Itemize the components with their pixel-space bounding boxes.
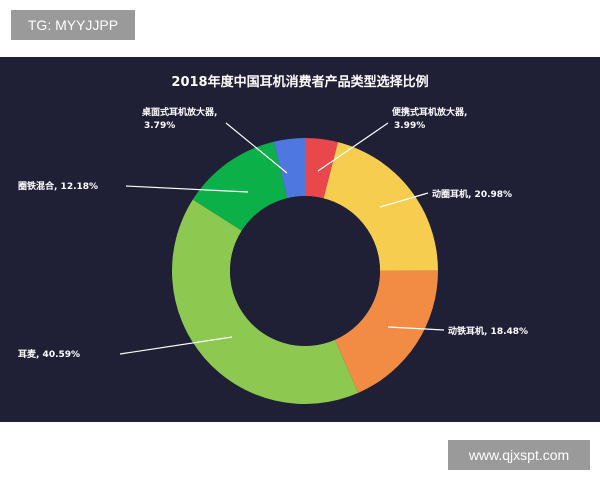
slice-value-5: 3.79% <box>144 121 175 131</box>
leader-line-5 <box>225 122 288 174</box>
channel-tag: TG: MYYJJPP <box>11 10 135 40</box>
slice-5 <box>273 138 305 199</box>
slice-label-1: 动圈耳机, 20.98% <box>432 188 512 200</box>
slice-label-2: 动铁耳机, 18.48% <box>448 325 528 337</box>
leader-line-3 <box>119 336 233 355</box>
slice-label-0: 便携式耳机放大器, <box>392 106 467 118</box>
slice-label-3: 耳麦, 40.59% <box>18 348 80 360</box>
slice-4 <box>192 141 288 231</box>
slice-2 <box>335 270 438 393</box>
leader-line-0 <box>317 122 389 172</box>
slice-value-0: 3.99% <box>394 121 425 131</box>
leader-line-2 <box>387 326 445 331</box>
donut-hole <box>230 196 380 346</box>
leader-line-4 <box>125 185 249 193</box>
site-watermark: www.qjxspt.com <box>448 440 590 470</box>
chart-panel: 2018年度中国耳机消费者产品类型选择比例 便携式耳机放大器, 3.99% 动圈耳机… <box>0 57 600 422</box>
chart-title: 2018年度中国耳机消费者产品类型选择比例 <box>171 74 428 90</box>
slice-label-5: 桌面式耳机放大器, <box>142 106 217 118</box>
donut-chart: 2018年度中国耳机消费者产品类型选择比例 便携式耳机放大器, 3.99% 动圈耳机… <box>18 74 528 405</box>
slice-label-4: 圈铁混合, 12.18% <box>18 180 98 192</box>
slice-3 <box>172 199 359 405</box>
leader-line-1 <box>379 192 429 208</box>
